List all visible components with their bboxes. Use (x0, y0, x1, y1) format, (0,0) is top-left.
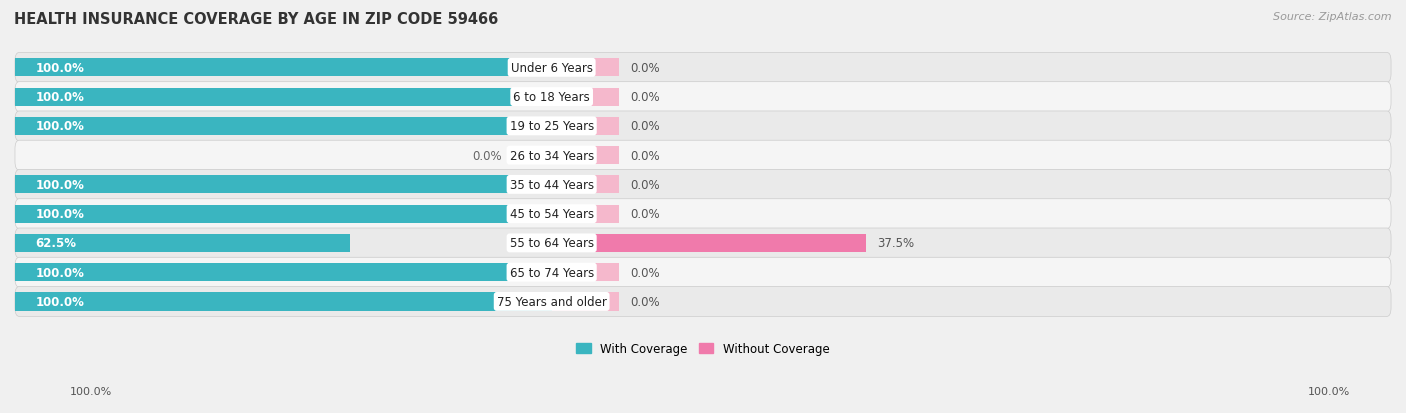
Text: 100.0%: 100.0% (70, 387, 112, 396)
Bar (551, 88, 619, 107)
FancyBboxPatch shape (15, 83, 1391, 112)
Text: 0.0%: 0.0% (630, 208, 659, 221)
FancyBboxPatch shape (15, 199, 1391, 229)
Text: 0.0%: 0.0% (630, 62, 659, 75)
Text: HEALTH INSURANCE COVERAGE BY AGE IN ZIP CODE 59466: HEALTH INSURANCE COVERAGE BY AGE IN ZIP … (14, 12, 498, 27)
Text: 6 to 18 Years: 6 to 18 Years (513, 91, 591, 104)
Text: 0.0%: 0.0% (630, 295, 659, 308)
Text: 100.0%: 100.0% (35, 120, 84, 133)
FancyBboxPatch shape (15, 228, 1391, 258)
Bar (551, 263, 619, 282)
Text: 100.0%: 100.0% (35, 178, 84, 192)
Text: 0.0%: 0.0% (472, 149, 502, 162)
FancyBboxPatch shape (15, 112, 1391, 142)
Bar (551, 176, 619, 194)
Bar (15, 263, 551, 282)
Text: 45 to 54 Years: 45 to 54 Years (509, 208, 593, 221)
Text: 100.0%: 100.0% (35, 91, 84, 104)
FancyBboxPatch shape (15, 141, 1391, 171)
Text: 37.5%: 37.5% (877, 237, 914, 250)
Text: 100.0%: 100.0% (1308, 387, 1350, 396)
Text: 62.5%: 62.5% (35, 237, 77, 250)
Bar (551, 147, 619, 165)
Text: 100.0%: 100.0% (35, 62, 84, 75)
Bar (551, 293, 619, 311)
Text: Under 6 Years: Under 6 Years (510, 62, 593, 75)
Bar (509, 147, 551, 165)
Text: 26 to 34 Years: 26 to 34 Years (509, 149, 593, 162)
Text: 0.0%: 0.0% (630, 120, 659, 133)
Legend: With Coverage, Without Coverage: With Coverage, Without Coverage (572, 337, 834, 360)
Bar (15, 205, 551, 223)
Text: 100.0%: 100.0% (35, 208, 84, 221)
FancyBboxPatch shape (15, 258, 1391, 287)
FancyBboxPatch shape (15, 287, 1391, 317)
Bar (551, 234, 866, 252)
Text: 0.0%: 0.0% (630, 178, 659, 192)
Bar (15, 88, 551, 107)
Bar (15, 118, 551, 135)
Text: 100.0%: 100.0% (35, 266, 84, 279)
Bar (551, 118, 619, 135)
Bar (15, 59, 551, 77)
FancyBboxPatch shape (15, 53, 1391, 83)
Bar (551, 205, 619, 223)
Text: Source: ZipAtlas.com: Source: ZipAtlas.com (1274, 12, 1392, 22)
Text: 0.0%: 0.0% (630, 266, 659, 279)
Text: 65 to 74 Years: 65 to 74 Years (509, 266, 593, 279)
Text: 55 to 64 Years: 55 to 64 Years (509, 237, 593, 250)
FancyBboxPatch shape (15, 170, 1391, 200)
Text: 0.0%: 0.0% (630, 149, 659, 162)
Text: 35 to 44 Years: 35 to 44 Years (509, 178, 593, 192)
Bar (551, 59, 619, 77)
Text: 0.0%: 0.0% (630, 91, 659, 104)
Bar (15, 293, 551, 311)
Bar (15, 176, 551, 194)
Bar (15, 234, 350, 252)
Text: 100.0%: 100.0% (35, 295, 84, 308)
Text: 19 to 25 Years: 19 to 25 Years (509, 120, 593, 133)
Text: 75 Years and older: 75 Years and older (496, 295, 606, 308)
